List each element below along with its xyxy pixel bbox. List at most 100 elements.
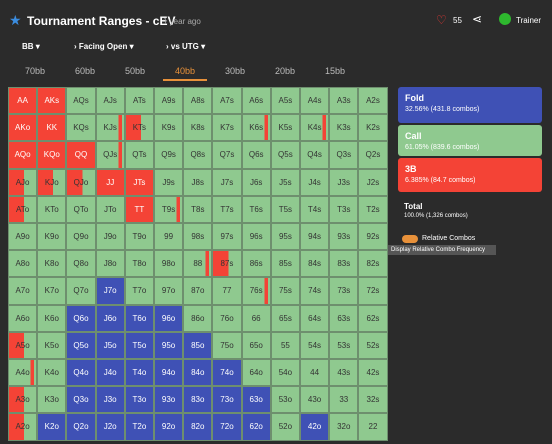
- hand-cell[interactable]: J4s: [300, 168, 330, 196]
- filter[interactable]: › Facing Open ▾: [74, 42, 134, 51]
- hand-cell[interactable]: A7o: [8, 277, 38, 305]
- hand-cell[interactable]: 94o: [154, 359, 184, 387]
- hand-cell[interactable]: 86o: [183, 304, 213, 332]
- hand-cell[interactable]: 32o: [329, 413, 359, 441]
- hand-cell[interactable]: Q6o: [66, 304, 96, 332]
- hand-cell[interactable]: 97o: [154, 277, 184, 305]
- hand-cell[interactable]: T5s: [270, 195, 300, 223]
- hand-cell[interactable]: AJo: [8, 168, 38, 196]
- hand-cell[interactable]: TT: [124, 195, 154, 223]
- hand-cell[interactable]: AKs: [37, 87, 67, 115]
- hand-cell[interactable]: 72o: [212, 413, 242, 441]
- hand-cell[interactable]: T3s: [329, 195, 359, 223]
- hand-cell[interactable]: 98o: [154, 250, 184, 278]
- hand-cell[interactable]: QJo: [66, 168, 96, 196]
- hand-cell[interactable]: 75o: [212, 331, 242, 359]
- hand-cell[interactable]: T9s: [154, 195, 184, 223]
- hand-cell[interactable]: K5o: [37, 331, 67, 359]
- hand-cell[interactable]: 99: [154, 223, 184, 251]
- hand-cell[interactable]: 95o: [154, 331, 184, 359]
- hand-cell[interactable]: T7o: [124, 277, 154, 305]
- hand-cell[interactable]: AA: [8, 87, 38, 115]
- hand-cell[interactable]: T5o: [124, 331, 154, 359]
- hand-cell[interactable]: J5s: [270, 168, 300, 196]
- hand-cell[interactable]: QJs: [95, 141, 125, 169]
- hand-cell[interactable]: A5s: [270, 87, 300, 115]
- hand-cell[interactable]: A6s: [241, 87, 271, 115]
- hand-cell[interactable]: JTo: [95, 195, 125, 223]
- hand-cell[interactable]: 43o: [300, 386, 330, 414]
- hand-cell[interactable]: 62o: [241, 413, 271, 441]
- hand-cell[interactable]: 74s: [300, 277, 330, 305]
- hand-cell[interactable]: A3s: [329, 87, 359, 115]
- hand-cell[interactable]: J4o: [95, 359, 125, 387]
- hand-cell[interactable]: J6o: [95, 304, 125, 332]
- hand-cell[interactable]: AJs: [95, 87, 125, 115]
- hand-cell[interactable]: 65s: [270, 304, 300, 332]
- filter[interactable]: › vs UTG ▾: [166, 42, 206, 51]
- hand-cell[interactable]: J2o: [95, 413, 125, 441]
- hand-cell[interactable]: 92s: [358, 223, 388, 251]
- hand-cell[interactable]: 54s: [300, 331, 330, 359]
- hand-cell[interactable]: 93o: [154, 386, 184, 414]
- hand-cell[interactable]: KTo: [37, 195, 67, 223]
- hand-cell[interactable]: 93s: [329, 223, 359, 251]
- hand-cell[interactable]: AQo: [8, 141, 38, 169]
- hand-cell[interactable]: 54o: [270, 359, 300, 387]
- hand-cell[interactable]: Q3o: [66, 386, 96, 414]
- hand-cell[interactable]: K2s: [358, 114, 388, 142]
- hand-cell[interactable]: T8s: [183, 195, 213, 223]
- hand-cell[interactable]: K3o: [37, 386, 67, 414]
- hand-cell[interactable]: 63s: [329, 304, 359, 332]
- tab[interactable]: 70bb: [24, 66, 46, 76]
- hand-cell[interactable]: 83o: [183, 386, 213, 414]
- hand-cell[interactable]: K8o: [37, 250, 67, 278]
- hand-cell[interactable]: 98s: [183, 223, 213, 251]
- hand-cell[interactable]: 92o: [154, 413, 184, 441]
- hand-cell[interactable]: 63o: [241, 386, 271, 414]
- hand-cell[interactable]: Q5o: [66, 331, 96, 359]
- hand-cell[interactable]: 72s: [358, 277, 388, 305]
- hand-cell[interactable]: T3o: [124, 386, 154, 414]
- toggle[interactable]: [402, 235, 418, 243]
- hand-cell[interactable]: 53s: [329, 331, 359, 359]
- tab[interactable]: 20bb: [274, 66, 296, 76]
- filter[interactable]: BB ▾: [22, 42, 40, 51]
- hand-cell[interactable]: 84o: [183, 359, 213, 387]
- hand-cell[interactable]: 43s: [329, 359, 359, 387]
- hand-cell[interactable]: T4o: [124, 359, 154, 387]
- hand-cell[interactable]: J9s: [154, 168, 184, 196]
- hand-cell[interactable]: 82o: [183, 413, 213, 441]
- hand-cell[interactable]: 85o: [183, 331, 213, 359]
- hand-cell[interactable]: 84s: [300, 250, 330, 278]
- hand-cell[interactable]: 88: [183, 250, 213, 278]
- hand-cell[interactable]: AQs: [66, 87, 96, 115]
- hand-cell[interactable]: 83s: [329, 250, 359, 278]
- hand-cell[interactable]: 65o: [241, 331, 271, 359]
- hand-cell[interactable]: ATo: [8, 195, 38, 223]
- hand-cell[interactable]: KJs: [95, 114, 125, 142]
- hand-cell[interactable]: 52o: [270, 413, 300, 441]
- hand-cell[interactable]: K7s: [212, 114, 242, 142]
- hand-cell[interactable]: 96o: [154, 304, 184, 332]
- hand-cell[interactable]: K6s: [241, 114, 271, 142]
- hand-cell[interactable]: 64o: [241, 359, 271, 387]
- hand-cell[interactable]: QTo: [66, 195, 96, 223]
- hand-cell[interactable]: 64s: [300, 304, 330, 332]
- hand-cell[interactable]: 33: [329, 386, 359, 414]
- star-icon[interactable]: ★: [9, 12, 22, 28]
- hand-cell[interactable]: K4o: [37, 359, 67, 387]
- tab[interactable]: 60bb: [74, 66, 96, 76]
- hand-cell[interactable]: 42o: [300, 413, 330, 441]
- hand-cell[interactable]: A9o: [8, 223, 38, 251]
- hand-cell[interactable]: 55: [270, 331, 300, 359]
- hand-cell[interactable]: J3s: [329, 168, 359, 196]
- hand-cell[interactable]: QQ: [66, 141, 96, 169]
- hand-cell[interactable]: 62s: [358, 304, 388, 332]
- hand-cell[interactable]: A4o: [8, 359, 38, 387]
- trainer-button[interactable]: Trainer: [516, 16, 542, 25]
- hand-cell[interactable]: 53o: [270, 386, 300, 414]
- hand-cell[interactable]: 87s: [212, 250, 242, 278]
- hand-cell[interactable]: KQs: [66, 114, 96, 142]
- hand-cell[interactable]: J8s: [183, 168, 213, 196]
